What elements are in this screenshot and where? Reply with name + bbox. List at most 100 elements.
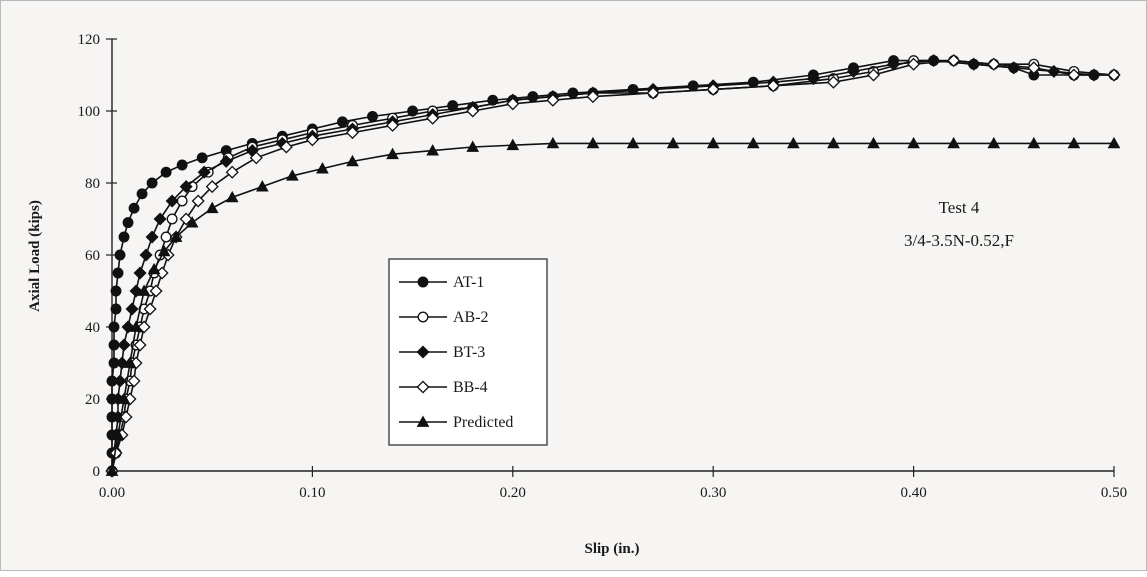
data-point-bb-4 [249,151,263,165]
data-point-at-1 [176,159,188,171]
data-point-bt-3 [179,180,193,194]
data-point-predicted [185,216,199,228]
x-tick-label: 0.00 [99,485,125,501]
y-tick-label: 0 [93,464,101,480]
data-point-bb-4 [987,57,1001,71]
data-point-predicted [787,136,800,149]
data-point-at-1 [136,188,148,200]
data-point-at-1 [527,91,539,103]
data-point-predicted [129,320,143,332]
x-tick-label: 0.50 [1101,485,1127,501]
data-point-bb-4 [179,212,193,226]
legend-label-bt-3: BT-3 [453,344,485,361]
data-point-bb-4 [109,446,123,460]
data-point-predicted [466,140,480,152]
data-point-predicted [123,356,137,368]
data-point-bb-4 [646,86,660,100]
data-point-predicted [706,136,720,149]
data-point-predicted [225,190,239,203]
data-point-predicted [586,136,600,149]
legend-label-predicted: Predicted [453,414,513,431]
data-point-ab-2 [160,231,172,243]
x-axis-title: Slip (in.) [584,541,639,557]
data-point-predicted [626,136,640,149]
data-point-predicted [157,244,171,257]
data-point-at-1 [128,202,140,214]
data-point-predicted [426,144,439,156]
data-point-bt-3 [121,320,135,334]
data-point-predicted [827,136,840,149]
data-point-predicted [1067,136,1081,149]
data-point-at-1 [114,249,126,261]
series-ab-2 [106,55,1120,477]
data-point-bb-4 [191,194,205,208]
data-point-bt-3 [133,266,147,280]
data-point-predicted [386,147,399,160]
data-point-predicted [137,284,151,296]
data-point-at-1 [567,87,579,99]
x-tick-label: 0.40 [900,485,926,501]
data-point-bt-3 [153,212,167,226]
data-point-bb-4 [1107,68,1121,82]
axes: 0 20 40 60 80 100 120 0.00 0.10 0.20 0.30 0.40 0.50 [78,32,1128,501]
legend-marker-predicted [416,415,430,427]
series-bt-3 [105,54,1121,478]
legend-marker-bt-3 [416,345,430,359]
data-point-bb-4 [279,140,293,154]
data-point-at-1 [108,339,120,351]
y-tick-label: 20 [85,392,100,408]
data-point-ab-2 [166,213,178,225]
series-line-predicted [111,142,1114,472]
data-point-bb-4 [766,79,780,93]
data-point-bt-3 [117,338,131,352]
y-tick-label: 60 [85,248,100,264]
data-point-at-1 [747,76,759,88]
data-point-bb-4 [133,338,147,352]
data-point-predicted [506,138,520,151]
data-point-at-1 [160,166,172,178]
series-at-1 [106,55,1100,477]
legend-marker-bb-4 [416,380,430,394]
axis-titles: Slip (in.) Axial Load (kips) [27,200,640,557]
legend-marker-at-1 [417,276,429,288]
data-point-bb-4 [546,93,560,107]
y-tick-label: 40 [85,320,100,336]
data-point-at-1 [110,285,122,297]
data-point-predicted [205,201,219,214]
data-point-bb-4 [706,82,720,96]
data-point-at-1 [108,321,120,333]
data-point-bt-3 [115,356,129,370]
series-line-ab-2 [111,59,1115,472]
data-point-at-1 [122,217,134,229]
y-tick-label: 120 [78,32,101,48]
data-point-predicted [255,180,269,192]
data-point-bb-4 [386,118,400,132]
data-point-bb-4 [826,75,840,89]
data-point-at-1 [118,231,130,243]
legend-label-bb-4: BB-4 [453,379,488,396]
series-line-at-1 [111,59,1094,471]
data-point-bb-4 [305,133,319,147]
data-point-predicted [105,464,119,476]
data-point-bt-3 [197,165,211,179]
data-point-predicted [1027,136,1041,149]
data-point-bt-3 [113,374,127,388]
data-point-predicted [546,136,560,149]
legend-label-at-1: AT-1 [453,274,484,291]
series-line-bb-4 [111,59,1114,472]
data-point-bt-3 [125,302,139,316]
data-point-bb-4 [426,111,440,125]
data-point-at-1 [196,152,208,164]
legend-label-ab-2: AB-2 [453,309,489,326]
series-bb-4 [105,54,1121,478]
y-axis-title: Axial Load (kips) [27,200,43,312]
data-point-predicted [147,262,161,275]
data-point-at-1 [110,303,122,315]
data-point-predicted [907,136,920,149]
x-tick-label: 0.10 [299,485,325,501]
data-point-bt-3 [846,64,860,78]
data-point-predicted [666,136,680,149]
data-point-predicted [316,162,329,174]
